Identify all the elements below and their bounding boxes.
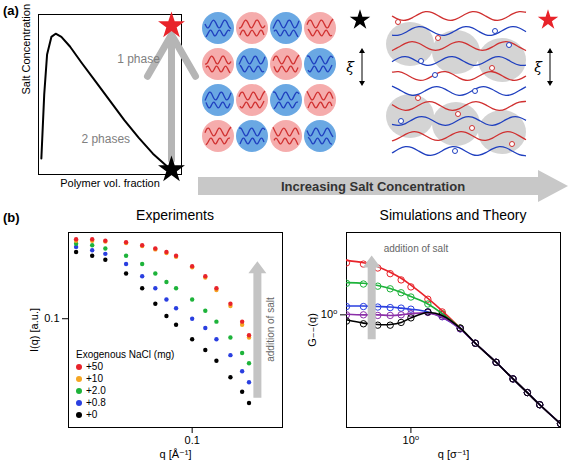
svg-text:ξ: ξ (534, 59, 543, 75)
svg-text:0.1: 0.1 (185, 434, 200, 446)
svg-text:Salt Concentration: Salt Concentration (20, 4, 32, 95)
svg-text:addition of salt: addition of salt (265, 297, 276, 362)
svg-text:Polymer vol. fraction: Polymer vol. fraction (60, 177, 160, 189)
svg-text:10⁰: 10⁰ (403, 434, 420, 446)
html-text:+0.8: +0.8 (86, 397, 106, 408)
svg-text:10⁰: 10⁰ (321, 308, 338, 320)
html-text:(a): (a) (3, 3, 19, 18)
svg-text:q [σ⁻¹]: q [σ⁻¹] (438, 448, 470, 460)
svg-text:ξ: ξ (346, 59, 355, 75)
html-text:+2.0: +2.0 (86, 385, 106, 396)
html-text:+50: +50 (86, 361, 103, 372)
svg-text:addition of salt: addition of salt (384, 243, 449, 254)
svg-text:Increasing Salt Concentration: Increasing Salt Concentration (281, 179, 465, 194)
svg-text:2 phases: 2 phases (81, 132, 130, 146)
html-text:(b): (b) (3, 210, 20, 225)
html-text:Exogenous NaCl (mg): Exogenous NaCl (mg) (76, 349, 175, 360)
svg-text:I(q) [a.u.]: I(q) [a.u.] (28, 308, 40, 352)
svg-text:1 phase: 1 phase (117, 52, 160, 66)
svg-text:0.1: 0.1 (44, 312, 59, 324)
svg-text:q [Å⁻¹]: q [Å⁻¹] (159, 448, 191, 460)
html-text:+0: +0 (86, 409, 98, 420)
html-text:Simulations and Theory: Simulations and Theory (379, 207, 527, 223)
html-text:+10: +10 (86, 373, 103, 384)
html-text:Experiments: Experiments (136, 207, 214, 223)
svg-text:G₋₋(q): G₋₋(q) (306, 313, 318, 347)
